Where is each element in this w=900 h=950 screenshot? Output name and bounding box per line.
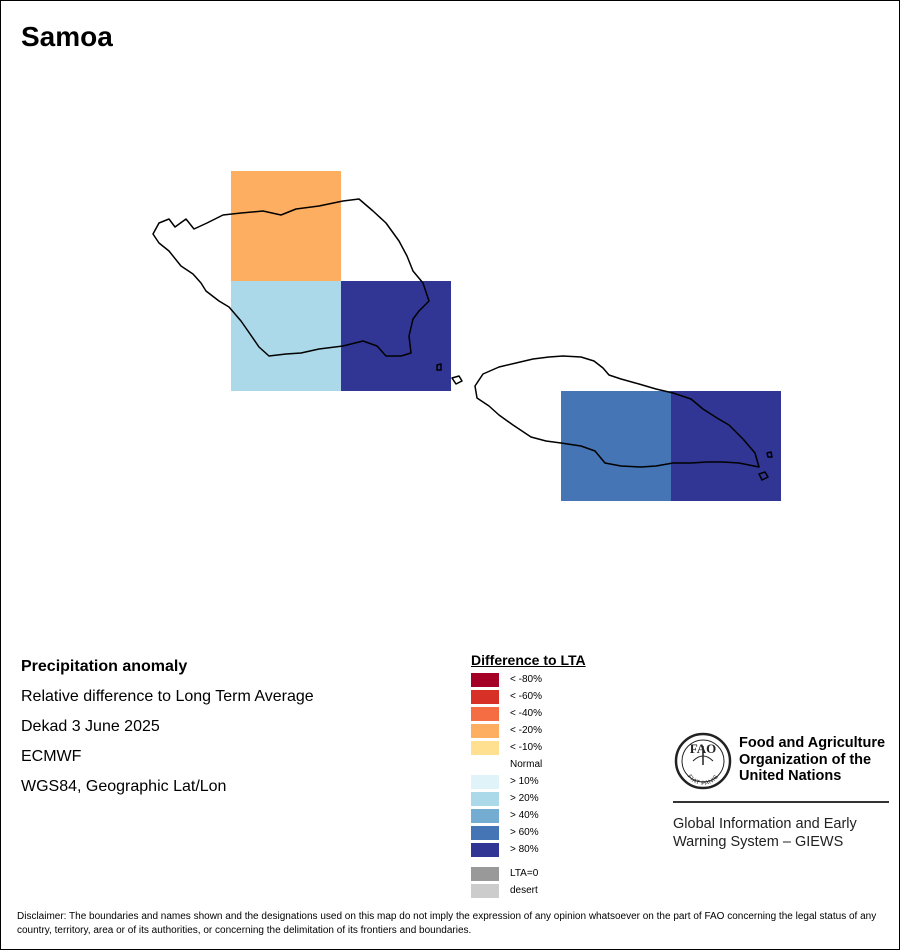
- legend-item: > 60%: [471, 825, 651, 842]
- grid-cell-upolu-west-south: [231, 281, 341, 391]
- giews-line: Warning System – GIEWS: [673, 834, 844, 850]
- legend: Difference to LTA < -80% < -60% < -40% < -2…: [471, 652, 651, 900]
- savaii-outline: [152, 198, 430, 357]
- grid-cell-savaii-east: [671, 391, 781, 501]
- legend-label: < -10%: [510, 742, 542, 753]
- giews-name: Global Information and Early Warning Sys…: [673, 815, 857, 851]
- legend-swatch: [471, 792, 499, 806]
- legend-item: LTA=0: [471, 866, 651, 883]
- legend-label: > 10%: [510, 776, 539, 787]
- apolima-outline: [451, 375, 463, 385]
- legend-gap: [471, 859, 651, 866]
- fao-emblem-text: FAO: [690, 741, 716, 756]
- legend-swatch: [471, 741, 499, 755]
- legend-swatch: [471, 884, 499, 898]
- info-heading: Precipitation anomaly: [21, 658, 188, 675]
- legend-item: Normal: [471, 757, 651, 774]
- legend-title: Difference to LTA: [471, 652, 586, 668]
- legend-item: desert: [471, 883, 651, 900]
- grid-cell-upolu-central-south: [341, 281, 451, 391]
- legend-swatch: [471, 673, 499, 687]
- legend-swatch: [471, 775, 499, 789]
- legend-item: < -10%: [471, 740, 651, 757]
- legend-label: < -40%: [510, 708, 542, 719]
- legend-item: > 40%: [471, 808, 651, 825]
- legend-item: < -40%: [471, 706, 651, 723]
- legend-label: LTA=0: [510, 868, 539, 879]
- legend-label: < -20%: [510, 725, 542, 736]
- fao-divider: [673, 801, 889, 803]
- legend-swatch: [471, 809, 499, 823]
- map-canvas: [152, 171, 781, 501]
- legend-label: > 20%: [510, 793, 539, 804]
- fao-emblem-icon: FAO FIAT PANIS: [674, 732, 732, 790]
- fao-name-line: Food and Agriculture: [739, 735, 886, 751]
- legend-item: < -80%: [471, 672, 651, 689]
- info-period: Dekad 3 June 2025: [21, 718, 160, 735]
- legend-items: < -80% < -60% < -40% < -20% < -10% Normal > 10…: [471, 672, 651, 900]
- disclaimer: Disclaimer: The boundaries and names sho…: [17, 911, 877, 936]
- info-source: ECMWF: [21, 748, 82, 765]
- upolu-outline: [474, 355, 760, 468]
- legend-swatch: [471, 826, 499, 840]
- info-subtitle: Relative difference to Long Term Average: [21, 688, 314, 705]
- giews-line: Global Information and Early: [673, 816, 857, 832]
- aleipata-islet-outline: [766, 451, 773, 458]
- legend-swatch: [471, 707, 499, 721]
- legend-label: < -80%: [510, 674, 542, 685]
- manono-outline: [436, 363, 442, 371]
- map-title: Samoa: [21, 21, 113, 52]
- legend-swatch: [471, 690, 499, 704]
- nuutele-outline: [758, 471, 769, 481]
- fao-name-line: United Nations: [739, 768, 842, 784]
- legend-label: > 40%: [510, 810, 539, 821]
- legend-swatch: [471, 843, 499, 857]
- legend-label: > 80%: [510, 844, 539, 855]
- map-info: Precipitation anomaly Relative differenc…: [21, 657, 314, 807]
- legend-label: Normal: [510, 759, 543, 770]
- legend-item: < -60%: [471, 689, 651, 706]
- legend-swatch: [471, 758, 499, 772]
- fao-name-line: Organization of the: [739, 751, 872, 768]
- legend-swatch: [471, 867, 499, 881]
- grid-cell-upolu-west-north: [231, 171, 341, 281]
- legend-label: < -60%: [510, 691, 542, 702]
- legend-item: > 20%: [471, 791, 651, 808]
- legend-label: > 60%: [510, 827, 539, 838]
- legend-item: > 80%: [471, 842, 651, 859]
- legend-swatch: [471, 724, 499, 738]
- legend-item: < -20%: [471, 723, 651, 740]
- legend-label: desert: [510, 885, 538, 896]
- legend-item: > 10%: [471, 774, 651, 791]
- info-projection: WGS84, Geographic Lat/Lon: [21, 778, 227, 795]
- fao-name: Food and Agriculture Organization of the…: [739, 735, 885, 785]
